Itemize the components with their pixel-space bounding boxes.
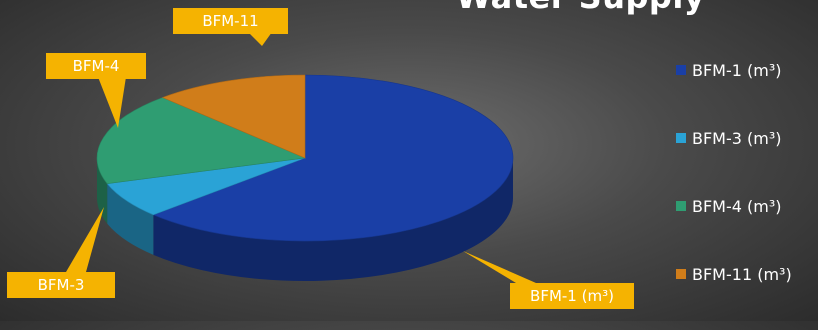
data-label-bfm-4: BFM-4 bbox=[46, 53, 146, 79]
pie-slice-0 bbox=[152, 74, 514, 242]
legend-label: BFM-11 (m³) bbox=[692, 264, 792, 284]
pie-slice-3 bbox=[161, 74, 306, 159]
pointer-bfm-4 bbox=[98, 77, 126, 128]
data-label-bfm-1: BFM-1 (m³) bbox=[510, 283, 634, 309]
legend-item: BFM-3 (m³) bbox=[676, 126, 792, 150]
chart-title: Water Supply bbox=[456, 0, 705, 16]
legend-swatch bbox=[676, 65, 686, 75]
legend-swatch bbox=[676, 133, 686, 143]
pie-side-2 bbox=[97, 158, 108, 224]
legend-label: BFM-1 (m³) bbox=[692, 60, 782, 80]
pointer-bfm-11 bbox=[248, 32, 272, 46]
legend: BFM-1 (m³) BFM-3 (m³) BFM-4 (m³) BFM-11 … bbox=[676, 58, 792, 330]
pointer-bfm-1 bbox=[463, 251, 536, 283]
legend-label: BFM-4 (m³) bbox=[692, 196, 782, 216]
legend-item: BFM-11 (m³) bbox=[676, 262, 792, 286]
pie-side-0 bbox=[153, 158, 514, 281]
pointer-bfm-3 bbox=[66, 207, 104, 272]
legend-swatch bbox=[676, 269, 686, 279]
pie-chart bbox=[66, 32, 536, 283]
legend-item: BFM-4 (m³) bbox=[676, 194, 792, 218]
pie-slice-2 bbox=[96, 97, 307, 184]
legend-label: BFM-3 (m³) bbox=[692, 128, 782, 148]
legend-swatch bbox=[676, 201, 686, 211]
pie-side-1 bbox=[107, 183, 154, 255]
data-label-bfm-3: BFM-3 bbox=[7, 272, 115, 298]
legend-item: BFM-1 (m³) bbox=[676, 58, 792, 82]
data-label-bfm-11: BFM-11 bbox=[173, 8, 288, 34]
